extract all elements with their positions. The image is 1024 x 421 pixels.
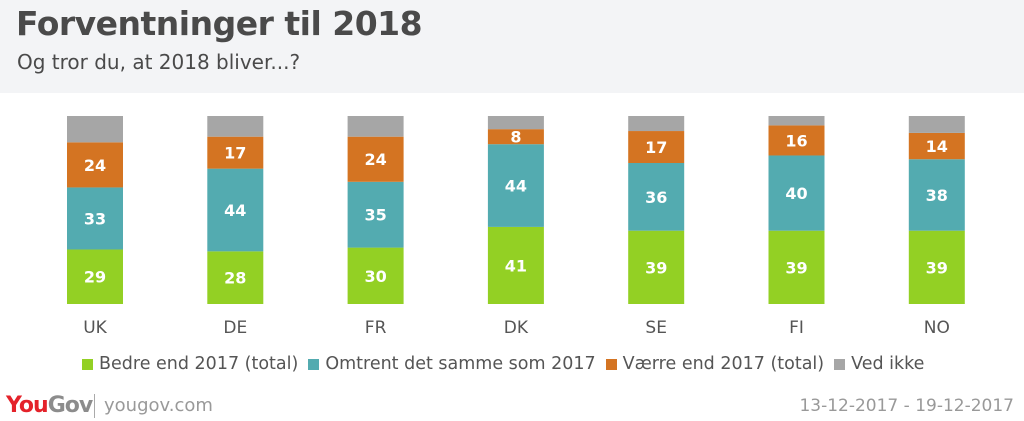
bar-segment-fr-3 [347,116,404,137]
chart-subtitle: Og tror du, at 2018 bliver...? [17,50,301,74]
x-tick-label-fi: FI [789,318,804,338]
legend-label: Ved ikke [851,354,925,374]
x-tick-label-se: SE [645,318,667,338]
data-label-fi-1: 40 [785,184,807,203]
legend-item-0: Bedre end 2017 (total) [82,354,298,374]
bar-segment-no-3 [908,116,965,133]
x-tick-label-fr: FR [365,318,387,338]
bar-segment-de-3 [207,116,264,137]
legend-label: Bedre end 2017 (total) [99,354,299,374]
data-label-se-1: 36 [645,188,667,207]
data-label-no-0: 39 [926,258,948,277]
bar-segment-fi-1 [768,155,825,231]
chart-legend: Bedre end 2017 (total) Omtrent det samme … [82,352,934,376]
data-label-fr-1: 35 [364,206,386,225]
data-label-fr-0: 30 [364,267,386,286]
bar-segment-dk-3 [487,116,544,130]
logo-gov-text: Gov [47,393,94,418]
bar-segment-se-2 [628,131,685,163]
data-label-fi-2: 16 [785,131,807,150]
x-tick-label-de: DE [223,318,247,338]
stacked-bar-chart: 29 33 24 28 44 17 30 35 24 41 44 8 39 36 17 39 40 16 39 38 1… [67,116,965,338]
legend-swatch-icon [605,358,617,370]
data-label-fi-0: 39 [785,258,807,277]
chart-title: Forventninger til 2018 [16,4,423,43]
x-axis-labels: UK DE FR DK SE FI NO [83,318,950,338]
data-label-dk-1: 44 [505,177,527,196]
data-label-no-2: 14 [926,137,948,156]
bar-segment-uk-3 [67,116,123,143]
bar-segment-se-1 [628,163,685,231]
bar-segment-no-2 [908,132,965,160]
data-label-uk-0: 29 [84,268,106,287]
bar-segment-se-0 [628,230,685,304]
legend-item-3: Ved ikke [834,354,924,374]
bar-segment-fi-2 [768,125,825,156]
data-label-no-1: 38 [926,186,948,205]
bar-segment-uk-0 [67,249,123,304]
legend-label: Værre end 2017 (total) [622,354,825,374]
bar-segment-uk-2 [67,142,123,188]
bar-segment-fi-3 [768,116,825,126]
x-tick-label-uk: UK [83,318,107,338]
bar-segment-dk-2 [487,129,544,145]
bar-segment-uk-1 [67,187,123,250]
bar-segment-de-1 [207,168,264,252]
data-label-de-0: 28 [224,269,246,288]
chart-header: Forventninger til 2018 Og tror du, at 20… [0,0,1024,93]
data-label-uk-2: 24 [84,156,106,175]
footer-date-range: 13-12-2017 - 19-12-2017 [799,396,1014,416]
bars-group: 29 33 24 28 44 17 30 35 24 41 44 8 39 36 17 39 40 16 39 38 1… [67,116,965,304]
bar-segment-se-3 [628,116,685,132]
data-label-de-1: 44 [224,201,246,220]
bar-segment-dk-1 [487,144,544,227]
data-label-uk-1: 33 [84,209,106,228]
legend-swatch-icon [82,358,93,370]
data-label-se-0: 39 [645,258,667,277]
x-tick-label-no: NO [924,318,950,338]
yougov-logo: YouGov [6,393,94,418]
legend-item-2: Værre end 2017 (total) [605,354,825,374]
bar-segment-fi-0 [768,230,825,304]
data-label-de-2: 17 [224,144,246,163]
legend-swatch-icon [308,358,320,370]
data-label-fr-2: 24 [364,150,386,169]
data-label-dk-2: 8 [510,128,521,147]
data-label-dk-0: 41 [505,256,527,275]
logo-you-text: You [6,393,49,418]
legend-swatch-icon [834,358,846,370]
bar-segment-no-1 [908,159,965,231]
legend-item-1: Omtrent det samme som 2017 [308,354,596,374]
footer-url: yougov.com [104,395,213,416]
bar-segment-de-2 [207,136,264,169]
bar-segment-no-0 [908,230,965,304]
bar-segment-fr-1 [347,181,404,248]
footer-divider [94,394,95,418]
legend-label: Omtrent det samme som 2017 [325,354,596,374]
bar-segment-dk-0 [487,226,544,304]
bar-segment-de-0 [207,251,264,304]
bar-segment-fr-2 [347,136,404,182]
data-label-se-2: 17 [645,138,667,157]
x-tick-label-dk: DK [504,318,529,338]
bar-segment-fr-0 [347,247,404,304]
